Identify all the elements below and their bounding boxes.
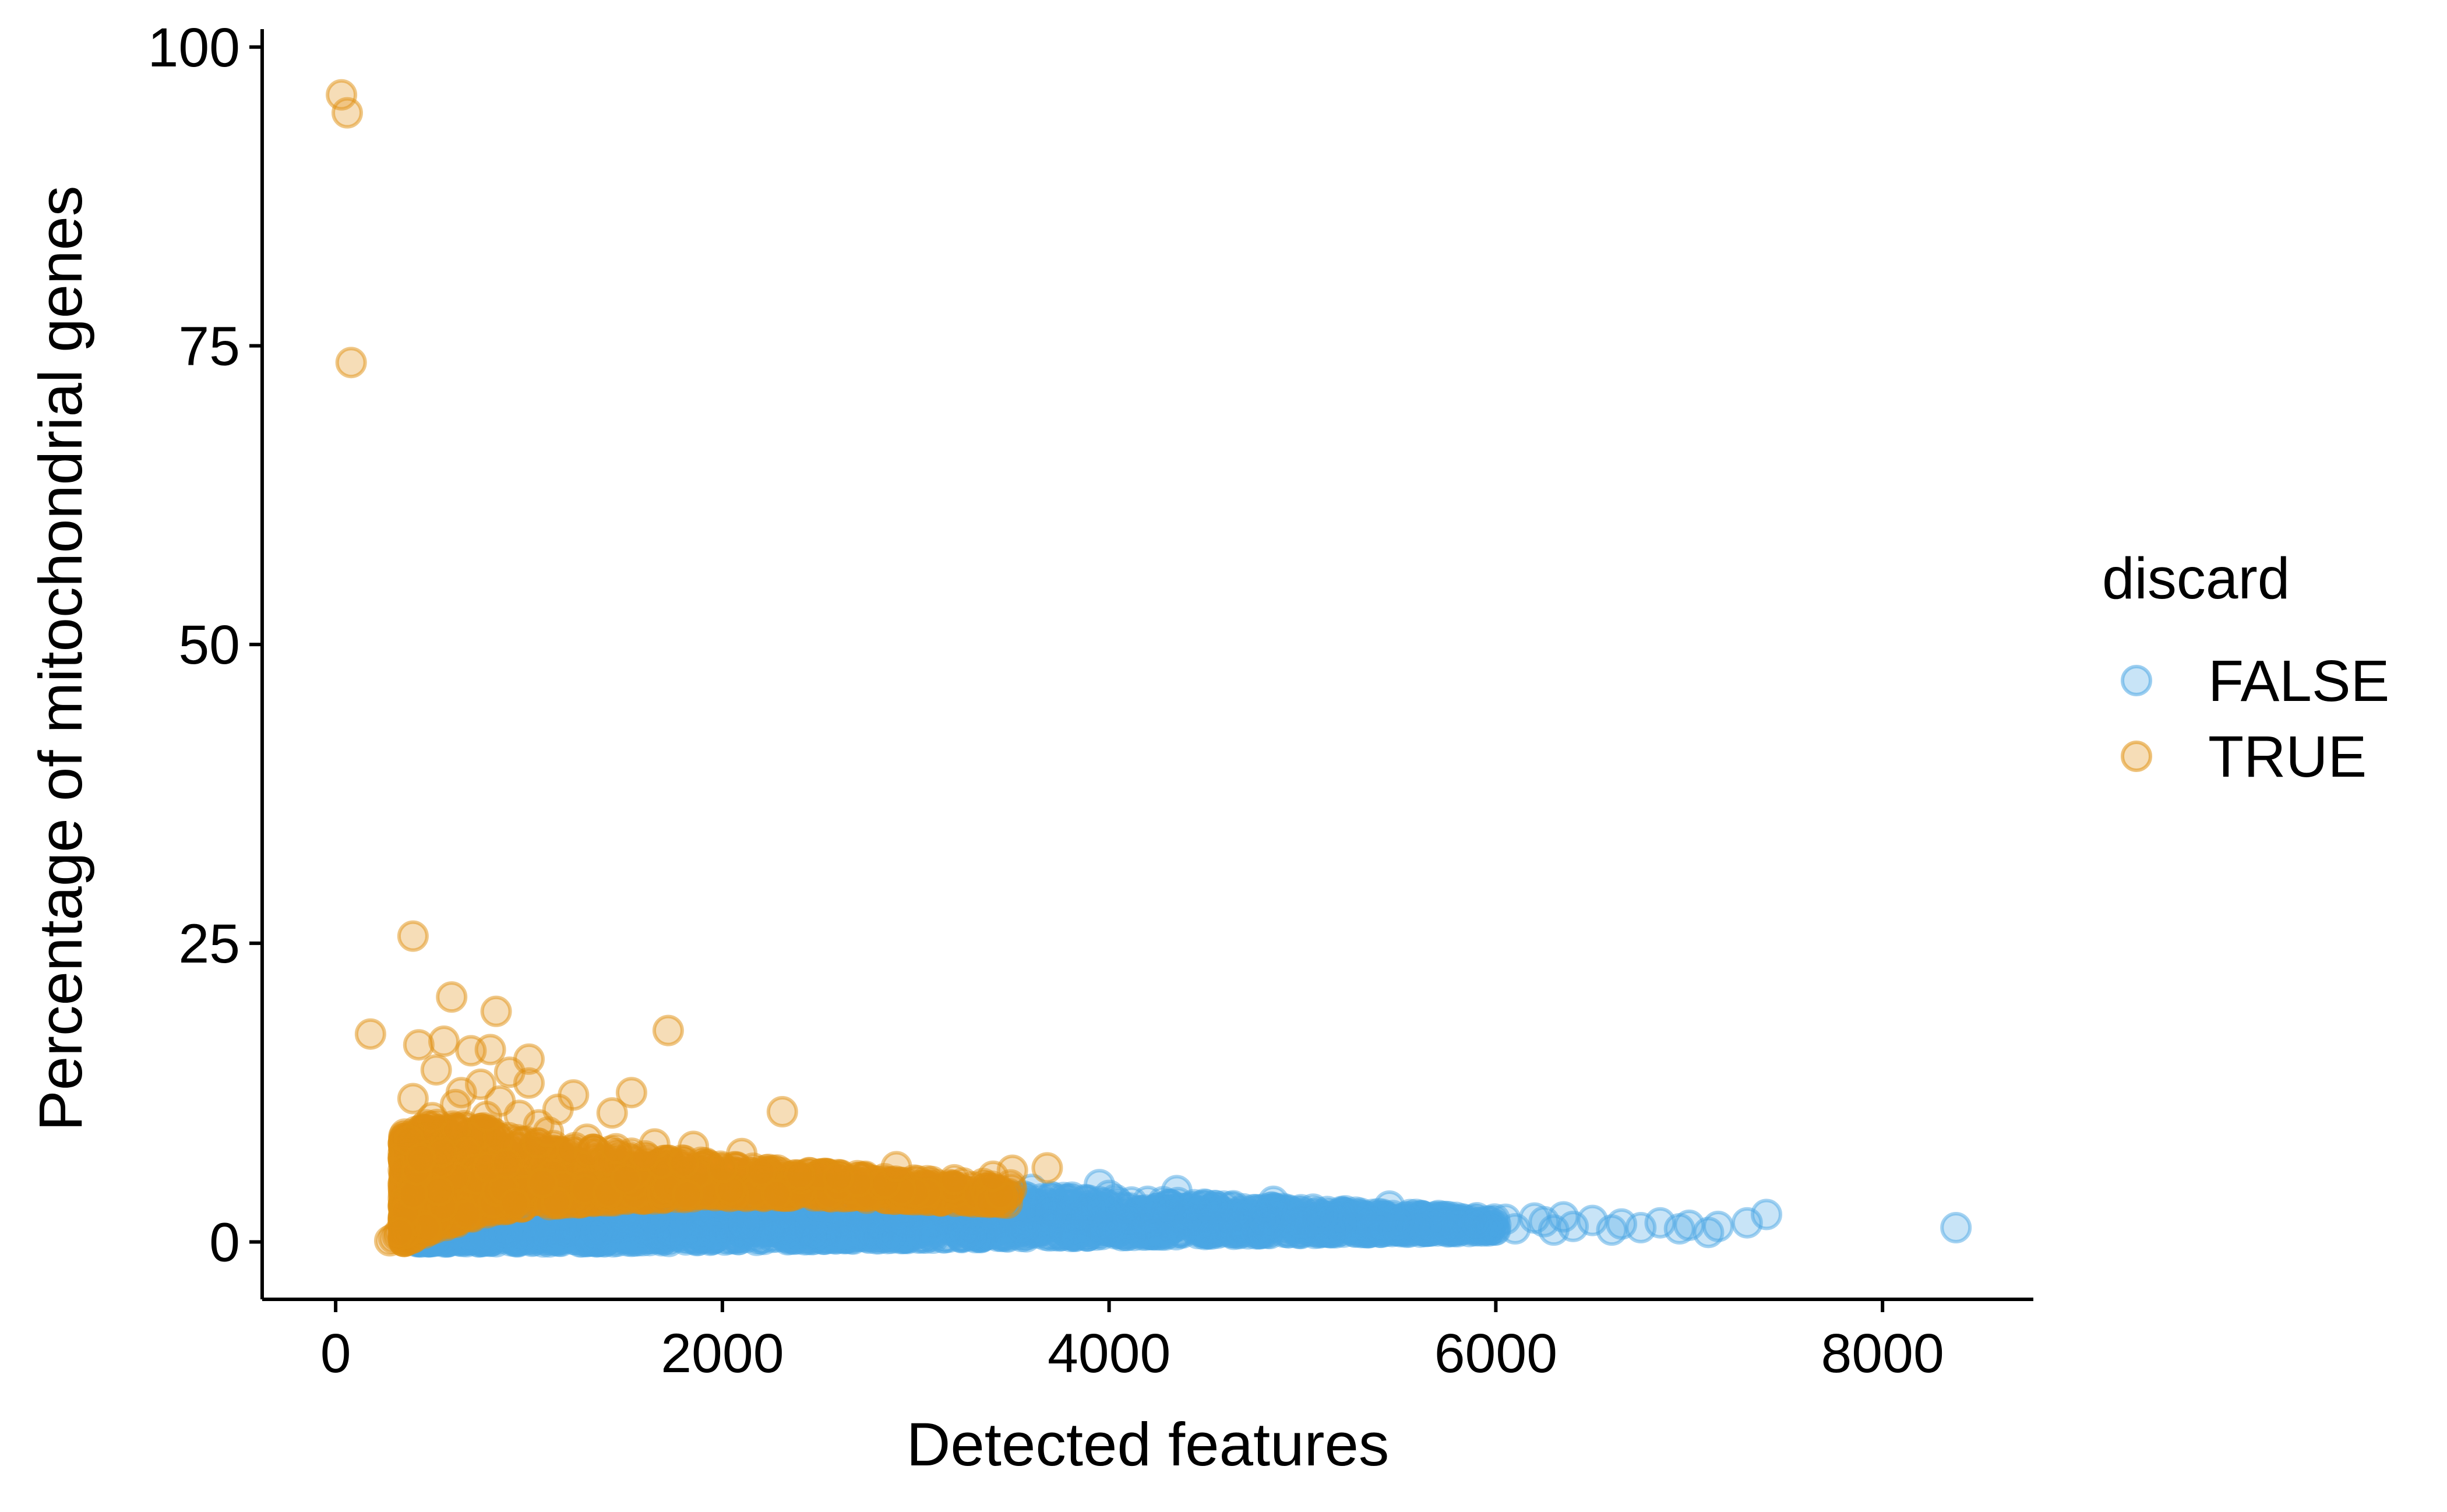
data-point-false: [980, 1218, 1012, 1250]
x-tick-label: 0: [320, 1323, 351, 1384]
data-point-true: [600, 1133, 632, 1165]
data-point-false: [1940, 1212, 1972, 1243]
data-point-true: [503, 1099, 535, 1132]
data-point-true: [533, 1116, 565, 1148]
data-point-false: [827, 1222, 859, 1254]
legend-title: discard: [2102, 546, 2290, 611]
data-point-false: [1112, 1202, 1144, 1234]
data-point-true: [939, 1164, 971, 1196]
data-point-true: [766, 1096, 798, 1127]
data-point-false: [580, 1217, 612, 1249]
x-axis-title: Detected features: [907, 1411, 1390, 1479]
x-tick-label: 8000: [1821, 1323, 1944, 1384]
data-point-true: [383, 1217, 415, 1249]
y-axis-ticks: 0 25 50 75 100: [147, 17, 262, 1274]
data-point-true: [474, 1034, 506, 1066]
legend-key-false: [2121, 665, 2152, 696]
series-true-points: [326, 79, 1063, 1257]
data-point-true: [652, 1014, 684, 1046]
data-point-true: [629, 1140, 661, 1172]
y-tick-label: 0: [209, 1212, 240, 1274]
data-point-true: [880, 1151, 912, 1183]
data-point-true: [332, 97, 363, 129]
data-point-true: [499, 1187, 531, 1220]
data-point-true: [823, 1161, 854, 1193]
data-point-true: [397, 920, 429, 952]
data-point-true: [423, 1175, 455, 1207]
data-point-false: [1731, 1207, 1763, 1239]
data-point-false: [675, 1216, 707, 1248]
x-tick-label: 4000: [1048, 1323, 1170, 1384]
data-point-false: [1035, 1197, 1067, 1229]
data-point-true: [420, 1054, 452, 1086]
y-tick-label: 75: [178, 315, 240, 377]
x-tick-label: 2000: [661, 1323, 784, 1384]
data-point-true: [571, 1123, 603, 1155]
x-tick-label: 6000: [1434, 1323, 1557, 1384]
y-tick-label: 50: [178, 614, 240, 676]
data-point-true: [526, 1167, 558, 1199]
y-tick-label: 25: [178, 913, 240, 975]
data-point-true: [706, 1152, 738, 1184]
legend-label-true: TRUE: [2208, 724, 2367, 790]
data-point-true: [403, 1029, 435, 1061]
data-point-true: [480, 995, 512, 1027]
data-point-true: [428, 1025, 460, 1057]
data-point-true: [417, 1102, 449, 1134]
x-axis-ticks: 0 2000 4000 6000 8000: [320, 1299, 1944, 1384]
data-point-true: [784, 1159, 816, 1191]
legend: discard FALSE TRUE: [2102, 546, 2389, 790]
y-tick-label: 100: [147, 17, 240, 79]
legend-label-false: FALSE: [2208, 648, 2389, 714]
data-point-true: [513, 1067, 545, 1099]
data-point-true: [596, 1097, 628, 1129]
data-point-true: [610, 1163, 642, 1195]
data-point-true: [405, 1143, 437, 1174]
data-point-true: [335, 347, 367, 379]
data-point-true: [668, 1147, 700, 1179]
data-point-true: [977, 1160, 1009, 1192]
data-point-true: [354, 1018, 386, 1050]
y-axis-title: Percentage of mitochondrial genes: [27, 186, 95, 1132]
data-point-true: [491, 1147, 523, 1179]
legend-key-true: [2121, 741, 2152, 772]
data-point-true: [671, 1179, 703, 1211]
data-point-true: [436, 981, 468, 1013]
data-point-true: [1031, 1152, 1063, 1184]
data-point-true: [745, 1155, 777, 1187]
